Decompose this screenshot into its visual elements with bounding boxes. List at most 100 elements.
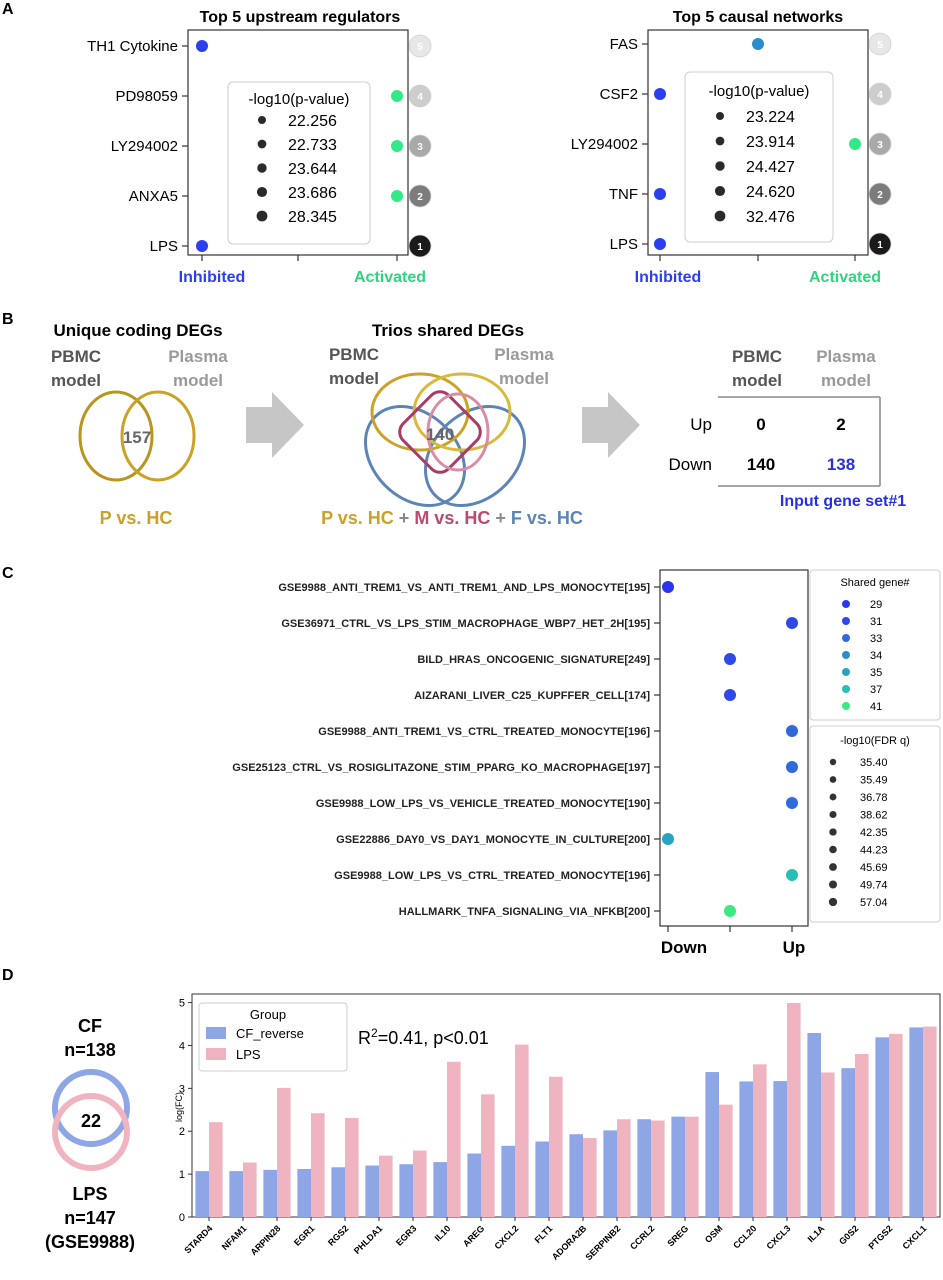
bar-chart-x-labels: STARD4 NFAM1 ARPIN28 EGR1 RGS2 PHLDA1 EGR3 IL10… xyxy=(182,1223,928,1262)
y-tick-label: 2 xyxy=(179,1126,185,1138)
rank-badge xyxy=(868,132,892,156)
regulator-dot xyxy=(391,90,403,102)
unique-degs-venn: Unique coding DEGs PBMC model Plasma mod… xyxy=(51,321,228,528)
logfc-bar-chart: 0 1 2 3 4 5 STARD4 NFAM1 ARPIN28 EGR1 RGS2 PHLDA1 E… xyxy=(174,993,941,1262)
causal-networks-plot: Top 5 causal networks FAS CSF2 LY294002 TNF… xyxy=(571,9,892,286)
cf-reverse-bar xyxy=(263,1169,277,1217)
rank-badge xyxy=(408,34,432,58)
rank-badge xyxy=(408,134,432,158)
table-caption: Input gene set#1 xyxy=(780,493,906,510)
gene-set-label: GSE36971_CTRL_VS_LPS_STIM_MACROPHAGE_WBP… xyxy=(281,618,650,630)
cf-reverse-bar xyxy=(739,1081,753,1217)
regulator-dot xyxy=(654,188,666,200)
enrichment-plot-frame xyxy=(659,569,809,927)
y-tick-label: 0 xyxy=(179,1212,185,1224)
regulator-dot xyxy=(196,40,208,52)
trios-steel-ellipse-right xyxy=(424,405,526,507)
gene-label: IL10 xyxy=(433,1223,453,1243)
cf-reverse-bar xyxy=(229,1171,243,1217)
regulator-dot xyxy=(196,240,208,252)
lps-bar xyxy=(481,1094,495,1217)
regulator-dot xyxy=(391,190,403,202)
plot-frame xyxy=(191,993,941,1218)
fdr-legend-label: 36.78 xyxy=(860,792,888,804)
y-tick-label: 5 xyxy=(179,998,185,1010)
trios-comparison-label: P vs. HC + M vs. HC + F vs. HC xyxy=(321,508,583,528)
gene-label: SREG xyxy=(665,1223,690,1248)
lps-bar xyxy=(787,1003,801,1217)
shared-gene-legend: 29 31 33 34 35 37 41 xyxy=(842,599,882,713)
upstream-title: Top 5 upstream regulators xyxy=(200,9,401,26)
r-squared-annotation: R2=0.41, p<0.01 xyxy=(358,1026,489,1048)
legend-dot xyxy=(716,112,724,120)
fdr-legend-dot xyxy=(829,793,837,801)
panel-label-b: B xyxy=(2,311,14,328)
shared-legend-label: 35 xyxy=(870,667,882,679)
upstream-legend: 22.256 22.733 23.644 23.686 28.345 xyxy=(256,113,337,226)
y-tick-label: LY294002 xyxy=(571,136,638,153)
y-tick-label: 4 xyxy=(179,1040,185,1052)
lps-bar xyxy=(617,1119,631,1217)
rank-badge xyxy=(408,184,432,208)
legend-dot xyxy=(257,139,267,149)
unique-plasma-label-2: model xyxy=(173,371,223,390)
rank-badge-label: 2 xyxy=(877,190,883,201)
rank-badge-label: 4 xyxy=(417,92,423,103)
gene-set-label: GSE25123_CTRL_VS_ROSIGLITAZONE_STIM_PPAR… xyxy=(232,762,650,774)
regulator-dot xyxy=(849,138,861,150)
venn-lps-source: (GSE9988) xyxy=(45,1232,135,1252)
gene-label: EGR1 xyxy=(292,1223,316,1247)
cf-reverse-bar xyxy=(195,1171,209,1217)
gene-set-dot xyxy=(662,833,674,845)
lps-bar xyxy=(889,1033,903,1217)
gene-label: G0S2 xyxy=(837,1223,860,1246)
fdr-legend-label: 44.23 xyxy=(860,845,888,857)
table-header-plasma-2: model xyxy=(821,371,871,390)
bar-legend-label-lps: LPS xyxy=(236,1047,261,1062)
legend-value: 24.427 xyxy=(746,159,795,176)
gene-set-label: GSE9988_LOW_LPS_VS_VEHICLE_TREATED_MONOC… xyxy=(316,798,651,810)
lps-bar xyxy=(923,1026,937,1217)
gene-set-dot xyxy=(724,689,736,701)
bar-legend-swatch-lps xyxy=(206,1048,226,1060)
gene-set-dot xyxy=(786,725,798,737)
y-tick-label: CSF2 xyxy=(600,86,638,103)
plus-2: + xyxy=(495,508,506,528)
lps-bar xyxy=(243,1162,257,1217)
venn-lps-label: LPS xyxy=(72,1184,107,1204)
gene-label: CXCL3 xyxy=(764,1223,792,1251)
lps-bar xyxy=(685,1116,699,1217)
gene-set-label: GSE22886_DAY0_VS_DAY1_MONOCYTE_IN_CULTUR… xyxy=(336,834,650,846)
legend-dot xyxy=(715,136,725,146)
gene-set-dot xyxy=(724,905,736,917)
gene-set-dot xyxy=(786,869,798,881)
gene-label: ARPIN28 xyxy=(248,1223,282,1257)
gene-label: NFAM1 xyxy=(220,1223,249,1252)
bar-chart-bars xyxy=(195,1003,937,1217)
venn-lps-n: n=147 xyxy=(64,1208,116,1228)
gene-set-label: GSE9988_LOW_LPS_VS_CTRL_TREATED_MONOCYTE… xyxy=(334,870,650,882)
fdr-legend-dot xyxy=(829,810,837,819)
legend-dot xyxy=(256,210,268,222)
shared-legend-dot xyxy=(842,600,850,608)
rank-badge-label: 3 xyxy=(877,140,883,151)
fdr-legend-dot xyxy=(828,897,838,907)
arrow-2 xyxy=(582,392,640,458)
lps-bar xyxy=(345,1117,359,1217)
gene-label: FLT1 xyxy=(533,1223,555,1245)
venn-cf-label: CF xyxy=(78,1016,102,1036)
fdr-legend-label: 38.62 xyxy=(860,810,888,822)
lps-bar xyxy=(311,1113,325,1217)
lps-bar xyxy=(379,1155,393,1217)
venn-lps-circle xyxy=(52,1093,130,1171)
lps-bar xyxy=(515,1044,529,1217)
gene-set-enrichment-plot: GSE9988_ANTI_TREM1_VS_ANTI_TREM1_AND_LPS… xyxy=(232,569,941,957)
trios-plasma-label-2: model xyxy=(499,369,549,388)
lps-bar xyxy=(277,1087,291,1217)
shared-legend-label: 37 xyxy=(870,684,882,696)
table-header-pbmc-1: PBMC xyxy=(732,347,782,366)
causal-legend: 23.224 23.914 24.427 24.620 32.476 xyxy=(714,109,795,226)
lps-bar xyxy=(719,1104,733,1217)
cf-reverse-bar xyxy=(671,1116,685,1217)
regulator-dot xyxy=(654,88,666,100)
